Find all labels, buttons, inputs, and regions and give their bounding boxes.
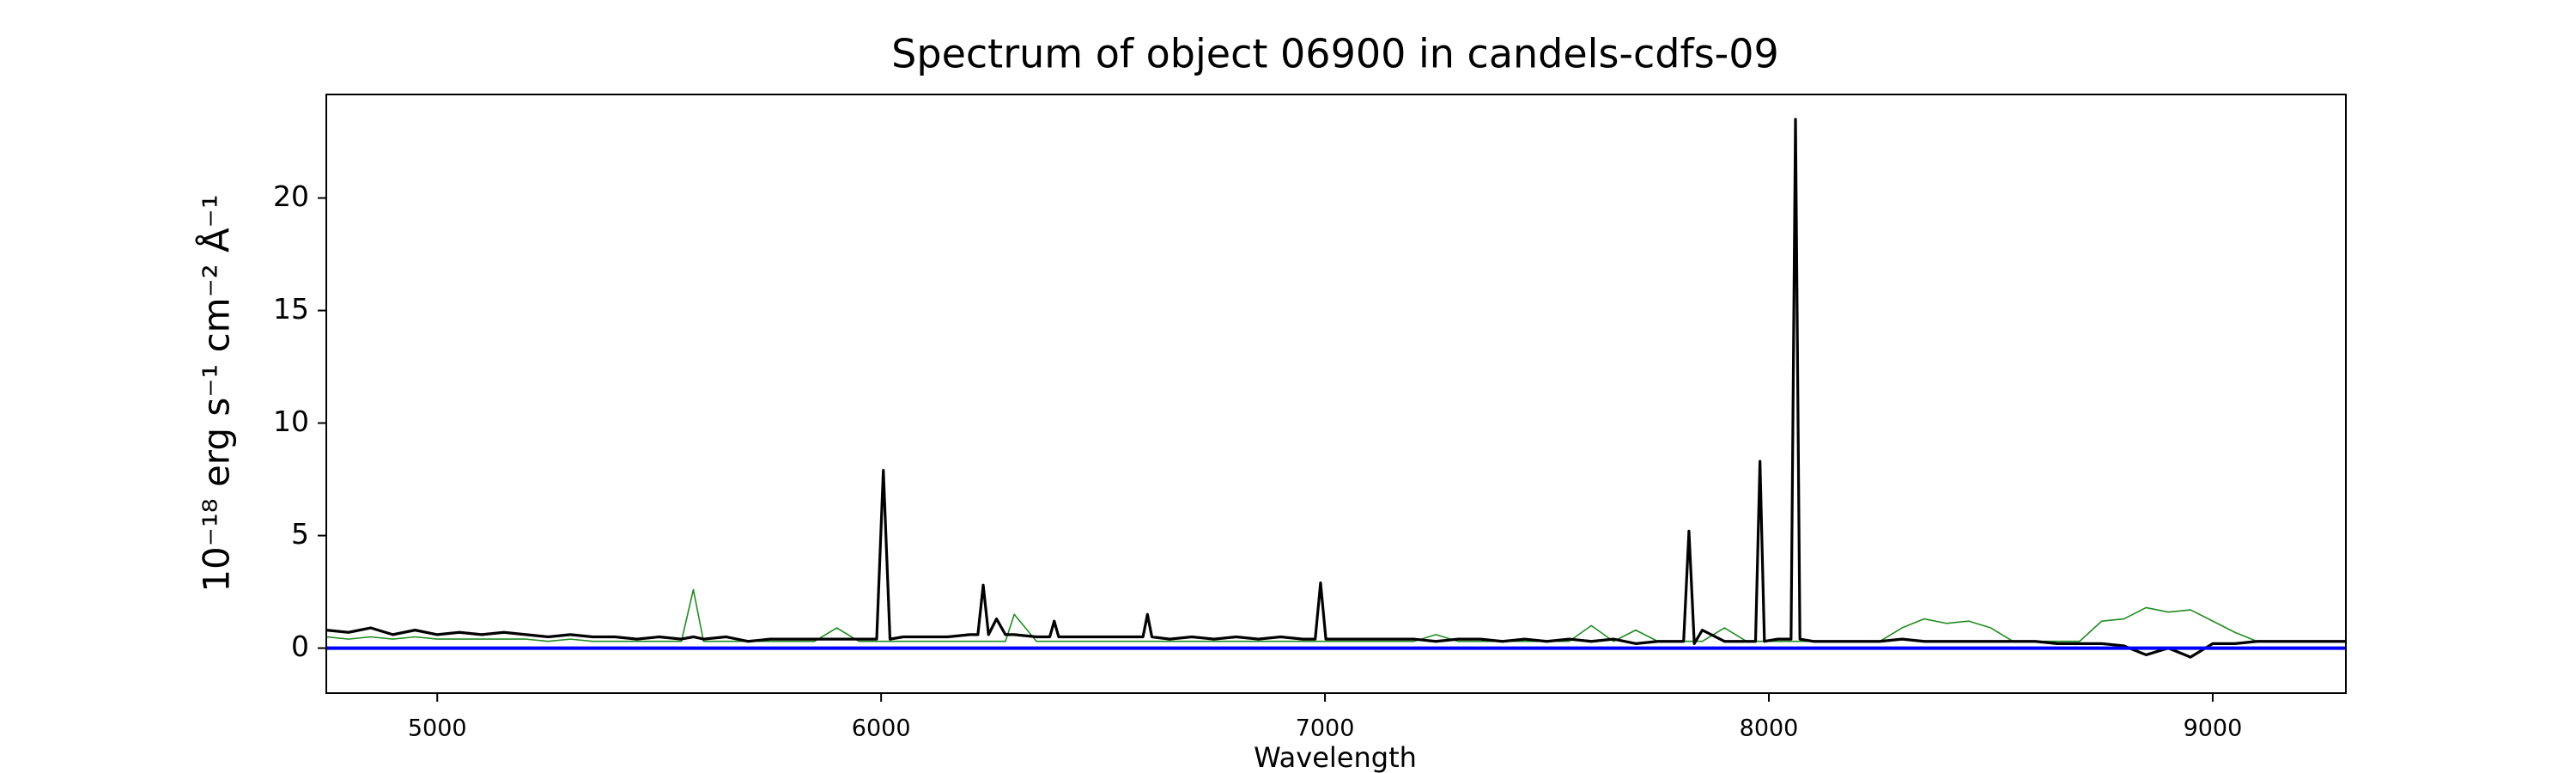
x-tick-label: 6000 xyxy=(852,715,911,742)
spectrum-line xyxy=(326,588,2346,642)
y-tick-label: 20 xyxy=(273,180,309,213)
x-tick-label: 8000 xyxy=(1740,715,1799,742)
x-tick-label: 7000 xyxy=(1296,715,1355,742)
chart-title: Spectrum of object 06900 in candels-cdfs… xyxy=(891,31,1779,77)
x-tick-label: 9000 xyxy=(2184,715,2243,742)
y-tick-label: 5 xyxy=(291,517,309,551)
y-tick-label: 15 xyxy=(273,292,309,326)
y-axis-label: 10⁻¹⁸ erg s⁻¹ cm⁻² Å⁻¹ xyxy=(195,194,238,592)
y-tick-label: 0 xyxy=(291,630,309,663)
y-tick-label: 10 xyxy=(273,405,309,438)
plot-frame xyxy=(325,94,2347,694)
spectrum-line xyxy=(326,118,2346,659)
x-axis-label: Wavelength xyxy=(1254,741,1417,773)
x-tick-label: 5000 xyxy=(408,715,467,742)
